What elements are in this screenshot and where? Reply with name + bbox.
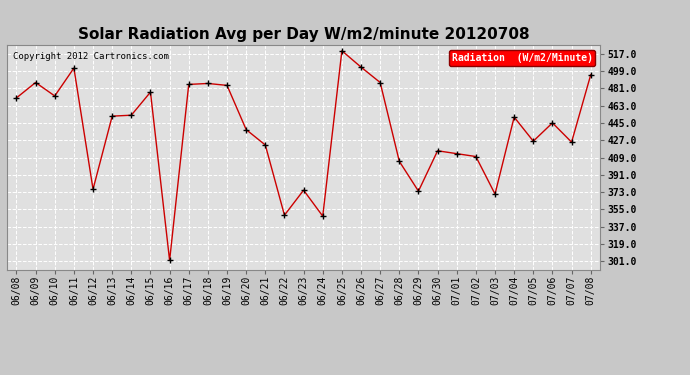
Text: Copyright 2012 Cartronics.com: Copyright 2012 Cartronics.com bbox=[13, 52, 169, 61]
Legend: Radiation  (W/m2/Minute): Radiation (W/m2/Minute) bbox=[448, 50, 595, 66]
Title: Solar Radiation Avg per Day W/m2/minute 20120708: Solar Radiation Avg per Day W/m2/minute … bbox=[78, 27, 529, 42]
